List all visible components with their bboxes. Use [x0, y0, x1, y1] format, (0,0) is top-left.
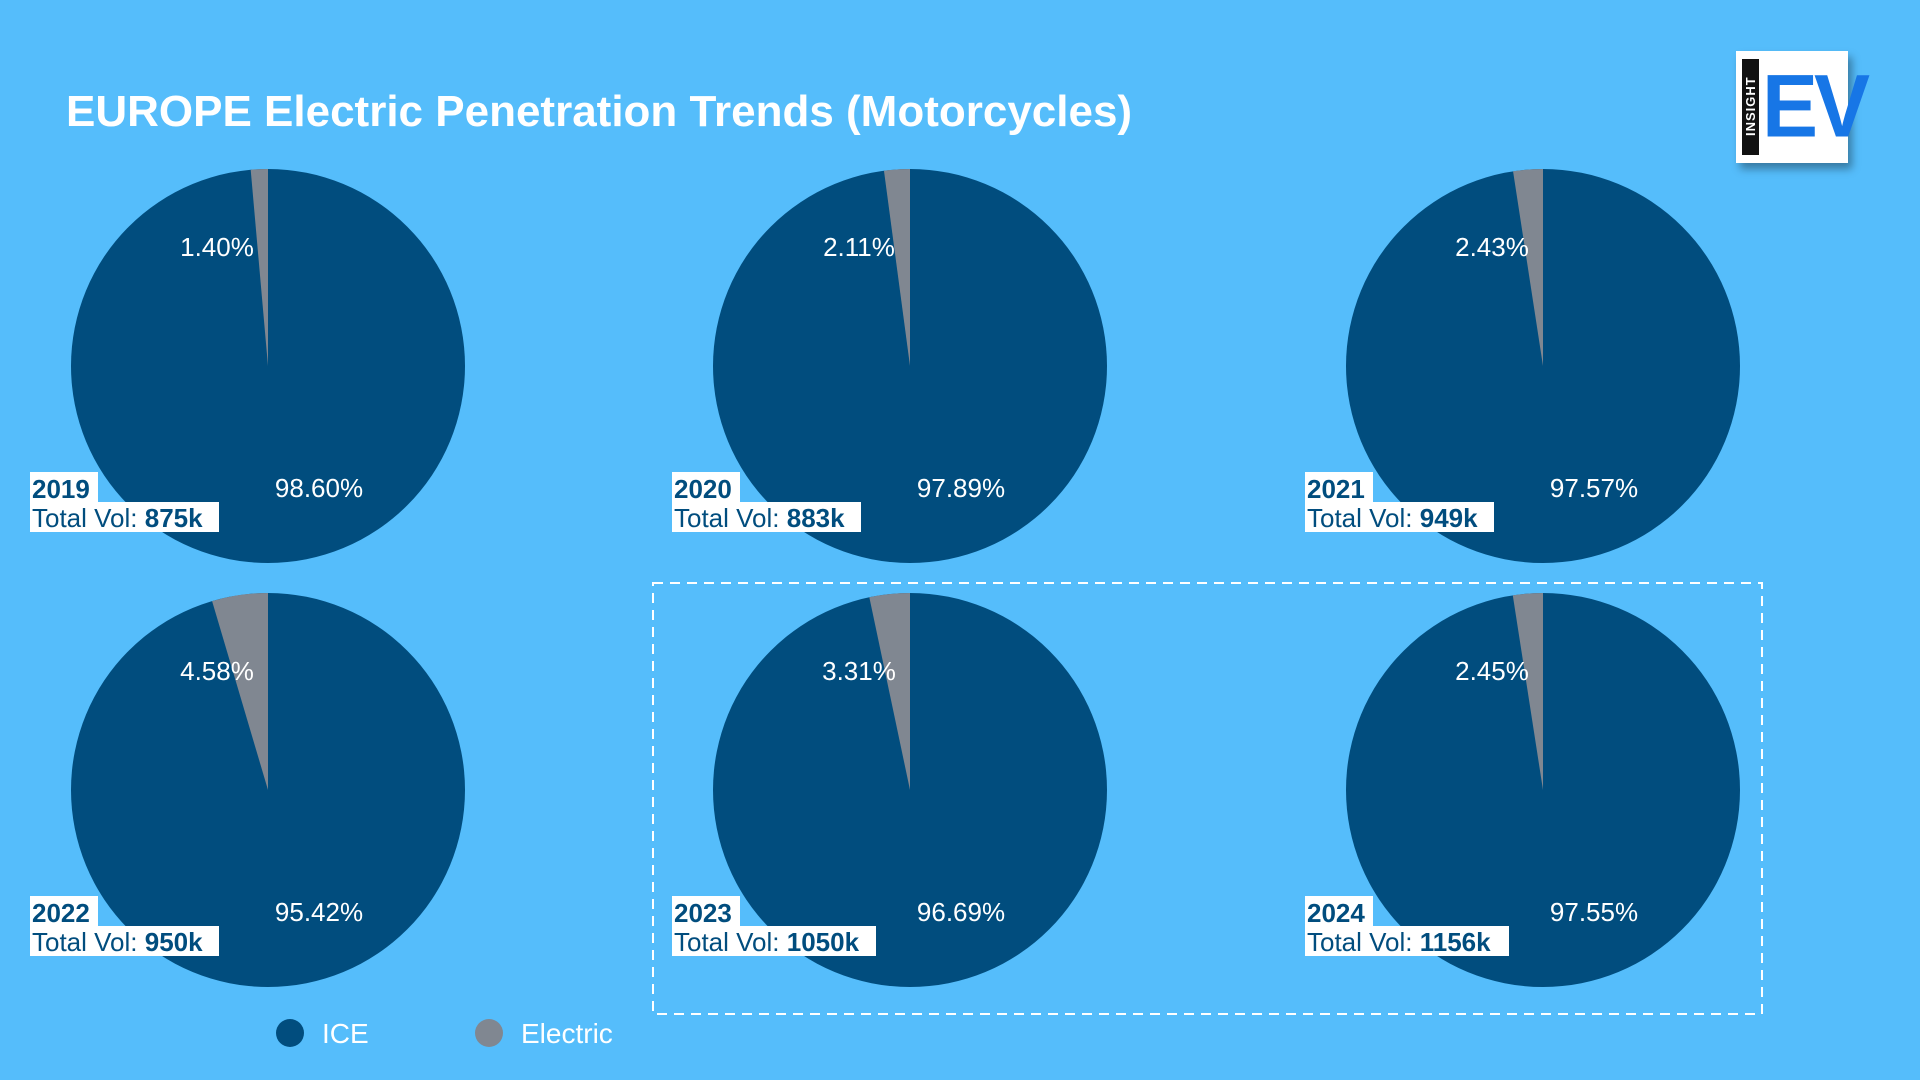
total-vol-bg-2021 — [1305, 502, 1494, 532]
highlight-box — [652, 582, 1763, 1015]
year-label-2021: 2021 — [1307, 474, 1365, 504]
electric-label-2021: 2.43% — [1455, 232, 1529, 262]
electric-slice-2022 — [212, 593, 268, 790]
electric-label-2020: 2.11% — [823, 232, 895, 262]
total-vol-value-2019: 875k — [145, 503, 203, 533]
total-vol-value-2024: 1156k — [1420, 927, 1491, 957]
year-label-bg-2021 — [1305, 472, 1373, 502]
total-vol-label-2021: Total Vol: 949k — [1307, 503, 1478, 533]
year-label-2023: 2023 — [674, 898, 732, 928]
year-label-bg-2024 — [1305, 896, 1373, 926]
total-vol-value-2020: 883k — [787, 503, 845, 533]
year-label-bg-2020 — [672, 472, 740, 502]
logo-big-text: EV — [1762, 56, 1870, 156]
total-vol-label-2020: Total Vol: 883k — [674, 503, 845, 533]
electric-slice-2019 — [250, 169, 268, 366]
total-vol-bg-2024 — [1305, 926, 1509, 956]
total-vol-prefix-2020: Total Vol: — [674, 503, 787, 533]
legend-swatch-ice — [276, 1019, 304, 1047]
total-vol-prefix-2021: Total Vol: — [1307, 503, 1420, 533]
year-label-bg-2019 — [30, 472, 98, 502]
total-vol-value-2023: 1050k — [787, 927, 860, 957]
year-label-2020: 2020 — [674, 474, 732, 504]
year-label-2022: 2022 — [32, 898, 90, 928]
total-vol-bg-2023 — [672, 926, 876, 956]
year-label-bg-2022 — [30, 896, 98, 926]
electric-slice-2020 — [883, 169, 910, 366]
legend-swatch-electric — [475, 1019, 503, 1047]
ice-label-2024: 97.55% — [1550, 897, 1638, 927]
total-vol-label-2019: Total Vol: 875k — [32, 503, 203, 533]
total-vol-prefix-2022: Total Vol: — [32, 927, 145, 957]
logo-bar: INSIGHT — [1742, 59, 1759, 155]
electric-label-2022: 4.58% — [180, 656, 254, 686]
electric-slice-2021 — [1513, 169, 1543, 366]
ice-label-2023: 96.69% — [917, 897, 1005, 927]
logo-small-text: INSIGHT — [1743, 76, 1758, 136]
ice-label-2020: 97.89% — [917, 473, 1005, 503]
year-label-bg-2023 — [672, 896, 740, 926]
electric-label-2024: 2.45% — [1455, 656, 1529, 686]
ice-label-2022: 95.42% — [275, 897, 363, 927]
legend-label-electric: Electric — [521, 1018, 613, 1049]
total-vol-label-2024: Total Vol: 1156k — [1307, 927, 1491, 957]
electric-label-2019: 1.40% — [180, 232, 254, 262]
total-vol-label-2022: Total Vol: 950k — [32, 927, 203, 957]
total-vol-bg-2020 — [672, 502, 861, 532]
legend-label-ice: ICE — [322, 1018, 369, 1049]
legend: ICE Electric — [276, 1018, 613, 1049]
page-title: EUROPE Electric Penetration Trends (Moto… — [66, 87, 1133, 136]
ice-label-2021: 97.57% — [1550, 473, 1638, 503]
total-vol-bg-2022 — [30, 926, 219, 956]
total-vol-label-2023: Total Vol: 1050k — [674, 927, 860, 957]
year-label-2019: 2019 — [32, 474, 90, 504]
total-vol-prefix-2019: Total Vol: — [32, 503, 145, 533]
insight-ev-logo: INSIGHT EV — [1736, 51, 1870, 163]
ice-label-2019: 98.60% — [275, 473, 363, 503]
electric-slice-2023 — [869, 593, 910, 790]
total-vol-bg-2019 — [30, 502, 219, 532]
total-vol-prefix-2024: Total Vol: — [1307, 927, 1420, 957]
electric-slice-2024 — [1512, 593, 1543, 790]
total-vol-value-2022: 950k — [145, 927, 203, 957]
year-label-2024: 2024 — [1307, 898, 1365, 928]
electric-label-2023: 3.31% — [822, 656, 896, 686]
total-vol-prefix-2023: Total Vol: — [674, 927, 787, 957]
total-vol-value-2021: 949k — [1420, 503, 1478, 533]
